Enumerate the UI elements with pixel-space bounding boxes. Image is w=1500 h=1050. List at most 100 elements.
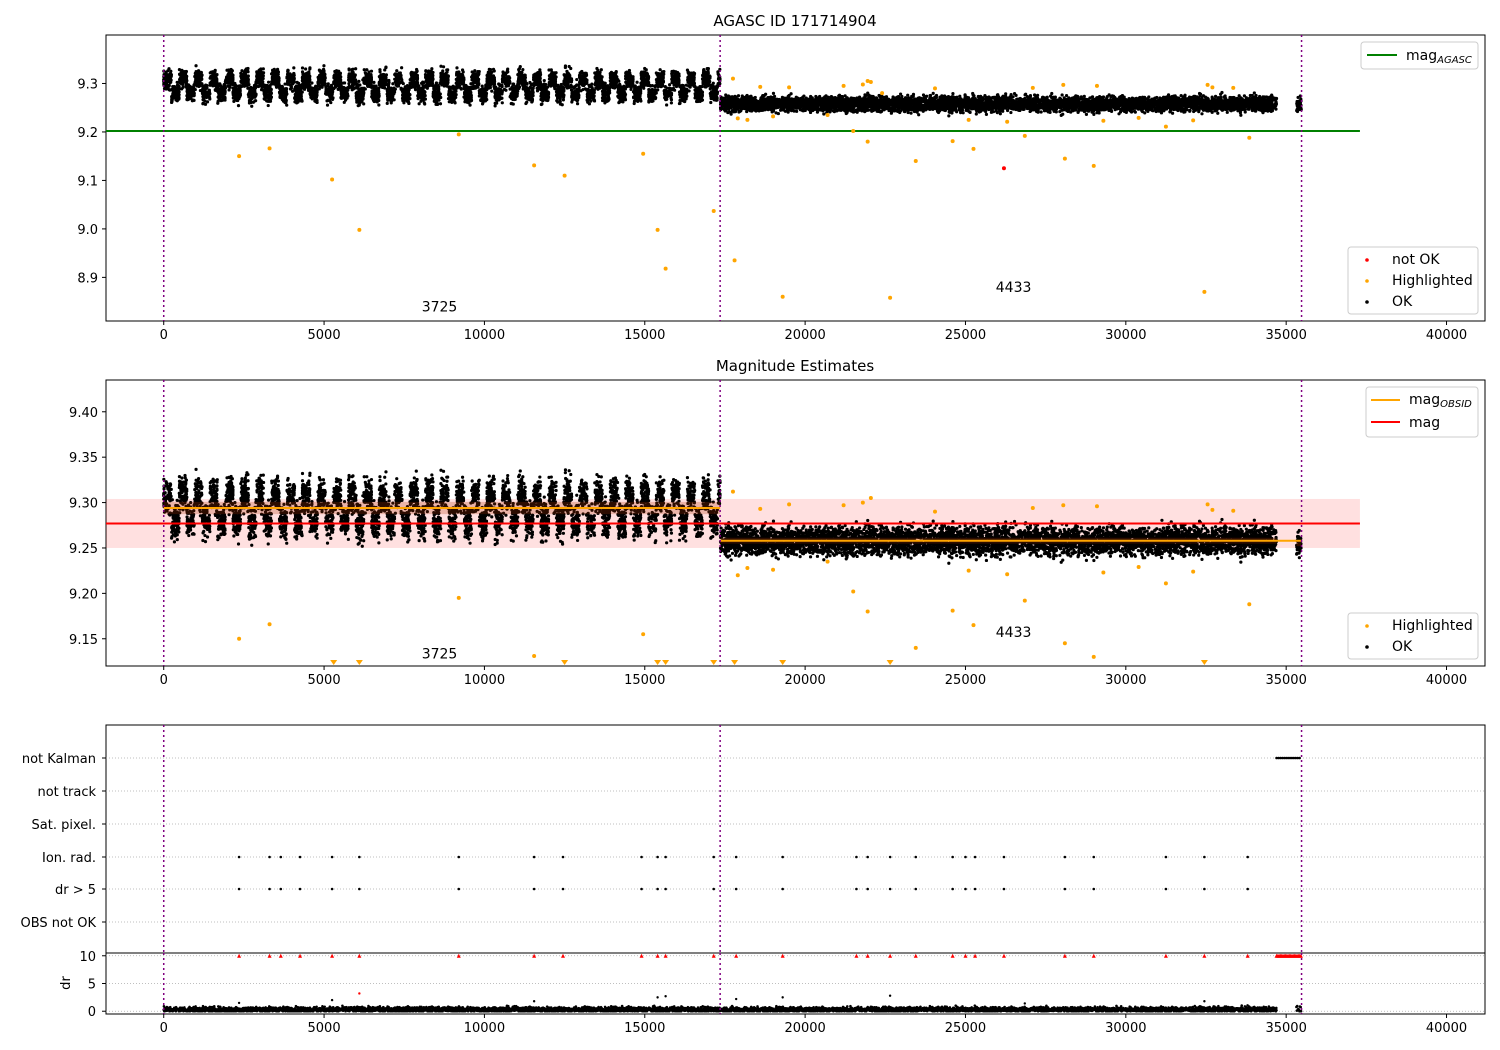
ok-point: [570, 85, 574, 89]
ok-point: [247, 101, 252, 105]
ok-point: [602, 81, 607, 86]
ok-point: [608, 72, 613, 76]
ok-point: [514, 86, 519, 91]
ok-point: [605, 93, 610, 97]
ok-point: [650, 90, 654, 94]
ok-point: [675, 71, 679, 75]
ok-point: [296, 95, 300, 100]
ok-point: [424, 69, 428, 74]
ok-point: [455, 66, 459, 70]
ok-point: [570, 100, 574, 104]
ok-point: [547, 74, 552, 78]
ok-point: [290, 89, 295, 93]
ok-point: [407, 101, 411, 105]
ok-point: [260, 85, 264, 89]
ok-point: [547, 68, 551, 72]
ok-point: [234, 96, 238, 100]
ok-point: [224, 80, 228, 84]
ok-point: [544, 98, 548, 102]
ok-point: [181, 85, 185, 89]
ok-point: [654, 71, 658, 75]
ok-point: [379, 76, 383, 81]
ok-point: [577, 86, 581, 90]
ok-point: [191, 91, 195, 95]
ok-point: [480, 84, 484, 88]
ok-point: [263, 84, 267, 89]
ok-point: [570, 91, 574, 95]
ok-point: [493, 104, 497, 108]
ok-point: [647, 100, 651, 104]
ok-point: [677, 101, 682, 106]
panel-agasc-frame: [105, 34, 1486, 322]
ok-point: [647, 87, 651, 92]
ok-point: [430, 67, 434, 71]
ok-point: [717, 81, 721, 85]
ok-point: [559, 92, 563, 96]
ok-point: [552, 80, 556, 84]
panel-agasc: AGASC ID 171714904 0 5000 10000 15000 20000 2…: [77, 12, 1486, 343]
panel-agasc-plot-area: [106, 35, 1360, 321]
ok-point: [434, 81, 439, 85]
ok-point: [483, 99, 488, 103]
ok-point: [203, 99, 207, 103]
ok-point: [635, 80, 639, 84]
ok-point: [175, 80, 179, 84]
ok-point: [554, 71, 558, 75]
ok-point: [250, 104, 254, 108]
ok-point: [381, 72, 385, 77]
ok-point: [266, 103, 270, 108]
ok-point: [304, 67, 308, 71]
ok-point: [185, 86, 189, 90]
ok-point: [320, 83, 324, 87]
ok-point: [439, 71, 443, 75]
ok-point: [599, 68, 603, 72]
ok-point: [274, 70, 278, 74]
ok-point: [249, 85, 253, 90]
ok-point: [693, 93, 698, 97]
ok-point: [242, 84, 246, 88]
ok-point: [579, 71, 584, 75]
panel-agasc-title: AGASC ID 171714904: [713, 12, 876, 30]
ok-point: [611, 85, 615, 90]
ok-point: [336, 87, 340, 91]
ok-point: [706, 67, 711, 71]
ok-point: [549, 84, 553, 88]
ok-point: [194, 64, 198, 68]
ok-point: [575, 77, 579, 82]
ok-point: [213, 88, 218, 92]
ok-point: [188, 86, 192, 90]
ok-point: [668, 83, 672, 87]
ok-point: [399, 86, 403, 90]
ok-point: [625, 70, 629, 74]
ok-point: [462, 76, 466, 80]
ok-point: [240, 69, 244, 73]
ok-point: [268, 83, 272, 88]
ok-point: [347, 68, 351, 72]
ok-point: [712, 86, 716, 90]
ok-point: [379, 83, 384, 88]
ok-point: [481, 101, 485, 105]
ok-point: [678, 98, 682, 103]
ok-point: [285, 75, 289, 79]
ok-point: [227, 88, 231, 92]
ok-point: [460, 68, 465, 72]
ok-point: [687, 76, 691, 80]
ok-point: [292, 66, 296, 70]
ok-point: [589, 96, 593, 100]
ok-point: [590, 85, 594, 90]
ok-point: [624, 77, 628, 81]
ok-point: [163, 76, 167, 80]
ok-point: [425, 86, 429, 90]
ok-point: [595, 72, 599, 76]
ok-point: [500, 101, 504, 105]
ok-point: [357, 79, 361, 83]
ok-point: [589, 99, 593, 103]
ok-point: [521, 68, 525, 72]
ok-point: [167, 67, 171, 71]
ok-point: [562, 93, 566, 97]
ok-point: [350, 88, 354, 92]
ok-point: [383, 68, 387, 72]
ok-point: [415, 70, 419, 74]
ok-point: [511, 82, 515, 86]
ok-point: [581, 87, 585, 92]
